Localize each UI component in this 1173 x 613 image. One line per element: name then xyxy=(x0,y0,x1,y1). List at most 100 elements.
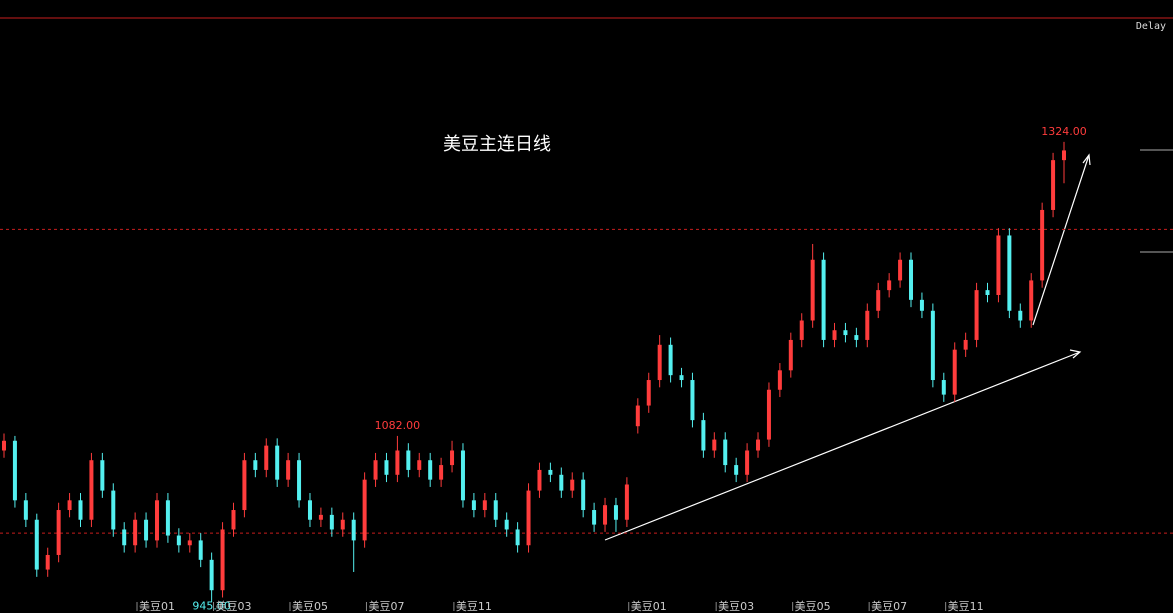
candle-body xyxy=(570,479,575,491)
candle-body xyxy=(941,380,946,395)
candle-body xyxy=(657,344,662,381)
candle-body xyxy=(865,310,870,340)
candle-body xyxy=(417,460,422,470)
candle-body xyxy=(504,519,509,530)
candle-body xyxy=(231,510,236,530)
candle-body xyxy=(679,375,684,381)
high-label: 1324.00 xyxy=(1041,125,1087,138)
candle-body xyxy=(887,280,892,291)
candle-body xyxy=(362,479,367,541)
candle-body xyxy=(133,519,138,546)
low-label: 945.00 xyxy=(192,599,231,612)
candle-body xyxy=(1007,235,1012,311)
candle-body xyxy=(854,335,859,340)
candle-body xyxy=(766,389,771,440)
candle-body xyxy=(56,510,61,555)
candle-body xyxy=(144,519,149,541)
candle-body xyxy=(876,290,881,311)
candle-body xyxy=(592,510,597,525)
candle-body xyxy=(745,450,750,475)
trend-line xyxy=(604,351,1081,541)
candle-body xyxy=(821,259,826,340)
candle-body xyxy=(613,505,618,520)
candle-body xyxy=(318,514,323,520)
candle-body xyxy=(777,370,782,390)
status: Delay xyxy=(1136,21,1166,32)
candle-body xyxy=(253,460,258,470)
candle-body xyxy=(395,450,400,475)
candle-body xyxy=(220,529,225,591)
candle-body xyxy=(122,529,127,546)
candle-body xyxy=(482,500,487,511)
candle-body xyxy=(34,519,39,570)
candle-body xyxy=(952,349,957,395)
candle-body xyxy=(919,299,924,311)
x-tick-label: 美豆03 xyxy=(718,600,754,613)
candle-body xyxy=(930,310,935,381)
candle-body xyxy=(450,450,455,466)
candle-body xyxy=(723,439,728,466)
candle-body xyxy=(2,440,6,451)
candle-body xyxy=(974,290,979,340)
x-tick-label: 美豆11 xyxy=(948,600,984,613)
candle-body xyxy=(23,500,28,520)
candle-body xyxy=(493,500,498,520)
candle-body xyxy=(471,500,476,511)
candle-body xyxy=(176,535,181,546)
candle-body xyxy=(297,460,302,501)
candle-body xyxy=(909,259,914,300)
candle-body xyxy=(1040,209,1045,281)
candle-body xyxy=(898,259,903,281)
candle-body xyxy=(1018,310,1023,321)
trend-line xyxy=(1032,154,1090,326)
candle-body xyxy=(78,500,83,520)
chart-title: 美豆主连日线 xyxy=(443,134,551,155)
candle-body xyxy=(690,380,695,421)
candle-body xyxy=(515,529,520,546)
candle-body xyxy=(242,460,247,511)
candle-body xyxy=(537,469,542,491)
candle-body xyxy=(668,344,673,376)
candle-body xyxy=(406,450,411,470)
x-tick-label: 美豆11 xyxy=(456,600,492,613)
x-tick-label: 美豆05 xyxy=(795,600,831,613)
candle-body xyxy=(1051,160,1056,210)
candle-body xyxy=(384,460,389,475)
x-tick-label: 美豆01 xyxy=(631,600,667,613)
candle-body xyxy=(832,330,837,340)
candle-body xyxy=(843,330,848,336)
candle-body xyxy=(734,465,739,475)
candle-body xyxy=(712,439,717,451)
candle-body xyxy=(373,460,378,480)
candle-body xyxy=(963,339,968,350)
candle-body xyxy=(111,490,116,530)
x-tick-label: 美豆05 xyxy=(292,600,328,613)
candle-body xyxy=(428,460,433,480)
candle-body xyxy=(788,339,793,371)
candle-body xyxy=(307,500,312,520)
candle-body xyxy=(209,559,214,591)
candle-body xyxy=(275,445,280,480)
candle-body xyxy=(756,439,761,451)
candle-body xyxy=(187,540,192,546)
candle-body xyxy=(45,554,50,570)
arrow-head xyxy=(1082,153,1091,166)
x-tick-label: 美豆01 xyxy=(139,600,175,613)
candle-body xyxy=(548,469,553,475)
candle-body xyxy=(624,484,629,520)
candle-body xyxy=(460,450,465,501)
x-tick-label: 美豆07 xyxy=(368,600,404,613)
candle-body xyxy=(329,514,334,530)
candle-body xyxy=(581,479,586,511)
candle-body xyxy=(100,460,105,491)
candle-body xyxy=(340,519,345,530)
candle-body xyxy=(264,445,269,470)
candle-body xyxy=(799,320,804,340)
candle-body xyxy=(996,235,1001,295)
candle-body xyxy=(67,500,72,511)
candle-body xyxy=(810,259,815,321)
high-label: 1082.00 xyxy=(375,419,421,432)
candle-body xyxy=(526,490,531,546)
